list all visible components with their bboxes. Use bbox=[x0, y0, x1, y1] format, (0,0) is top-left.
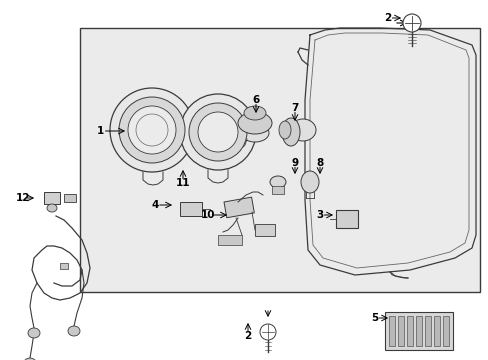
Ellipse shape bbox=[279, 121, 290, 139]
Bar bbox=[384, 312, 452, 350]
Ellipse shape bbox=[47, 204, 57, 212]
Bar bbox=[335, 210, 357, 228]
Circle shape bbox=[260, 324, 275, 340]
Ellipse shape bbox=[289, 119, 315, 141]
Text: 4: 4 bbox=[151, 200, 159, 210]
Circle shape bbox=[198, 112, 238, 152]
Bar bbox=[60, 263, 68, 269]
Bar bbox=[442, 316, 448, 346]
Ellipse shape bbox=[241, 124, 268, 142]
Text: 1: 1 bbox=[96, 126, 103, 136]
Ellipse shape bbox=[238, 112, 271, 134]
Text: 2: 2 bbox=[244, 331, 251, 341]
Bar bbox=[388, 316, 394, 346]
Text: 9: 9 bbox=[291, 158, 298, 168]
Text: 2: 2 bbox=[384, 13, 391, 23]
Circle shape bbox=[119, 97, 184, 163]
Ellipse shape bbox=[269, 176, 285, 188]
Bar bbox=[271, 186, 284, 194]
Text: 5: 5 bbox=[370, 313, 378, 323]
Ellipse shape bbox=[28, 328, 40, 338]
Ellipse shape bbox=[301, 171, 318, 193]
Bar bbox=[406, 316, 412, 346]
Bar bbox=[424, 316, 430, 346]
Bar bbox=[180, 202, 202, 216]
Bar bbox=[254, 224, 274, 236]
Bar bbox=[433, 316, 439, 346]
Circle shape bbox=[402, 14, 420, 32]
Ellipse shape bbox=[282, 118, 299, 146]
Ellipse shape bbox=[244, 106, 265, 120]
Text: 3: 3 bbox=[316, 210, 323, 220]
Circle shape bbox=[189, 103, 246, 161]
Bar bbox=[415, 316, 421, 346]
Text: 10: 10 bbox=[201, 210, 215, 220]
Text: 11: 11 bbox=[175, 178, 190, 188]
Bar bbox=[64, 194, 76, 202]
Text: 12: 12 bbox=[16, 193, 30, 203]
Bar bbox=[224, 197, 254, 218]
Text: 6: 6 bbox=[252, 95, 259, 105]
Circle shape bbox=[128, 106, 176, 154]
Text: 7: 7 bbox=[291, 103, 298, 113]
Text: 8: 8 bbox=[316, 158, 323, 168]
Bar bbox=[44, 192, 60, 204]
Bar bbox=[80, 28, 479, 292]
Bar bbox=[397, 316, 403, 346]
Circle shape bbox=[180, 94, 256, 170]
Bar bbox=[218, 235, 242, 245]
Ellipse shape bbox=[24, 358, 36, 360]
Circle shape bbox=[110, 88, 194, 172]
Ellipse shape bbox=[68, 326, 80, 336]
